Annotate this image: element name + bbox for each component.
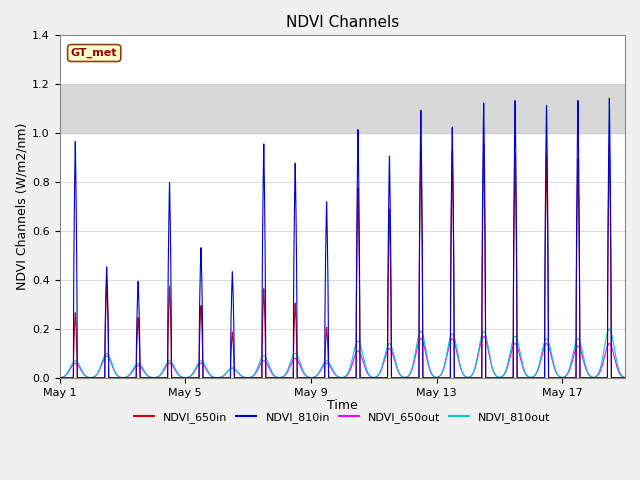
X-axis label: Time: Time (327, 399, 358, 412)
Title: NDVI Channels: NDVI Channels (285, 15, 399, 30)
Legend: NDVI_650in, NDVI_810in, NDVI_650out, NDVI_810out: NDVI_650in, NDVI_810in, NDVI_650out, NDV… (130, 407, 555, 427)
Bar (60, 84, 625, 133)
Text: GT_met: GT_met (71, 48, 118, 58)
Y-axis label: NDVI Channels (W/m2/nm): NDVI Channels (W/m2/nm) (15, 123, 28, 290)
